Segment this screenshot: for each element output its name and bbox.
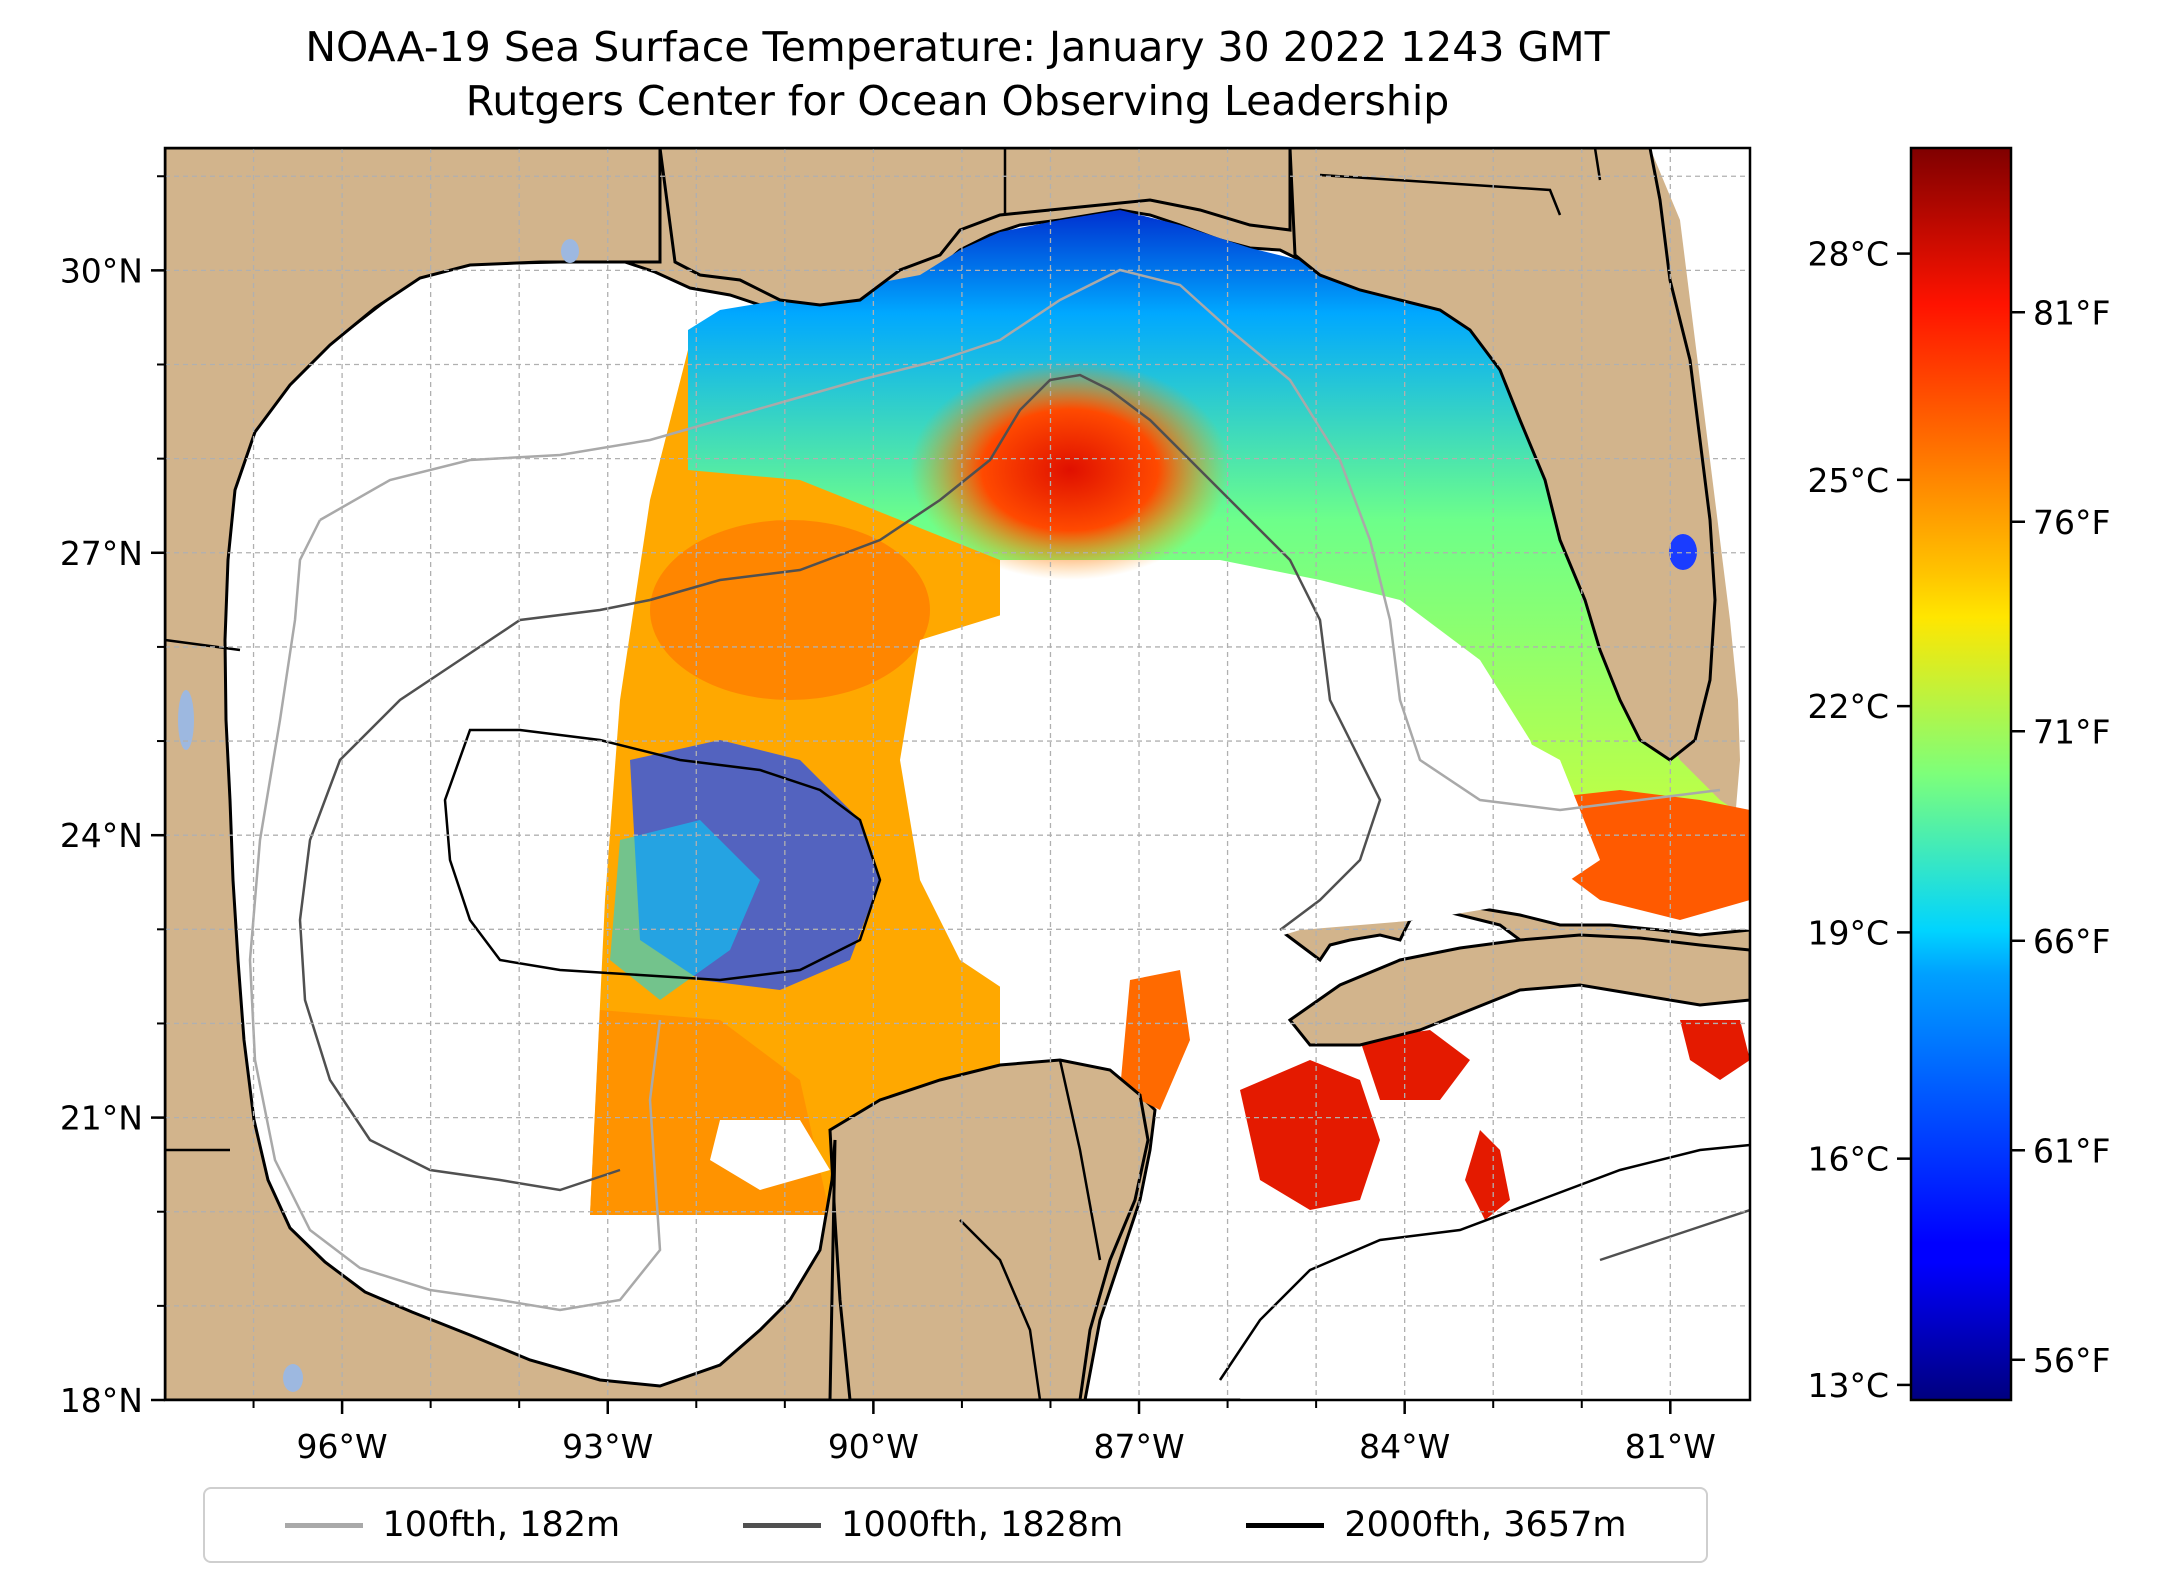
lat-tick-label: 30°N (60, 251, 143, 290)
sst-warm-eddy (910, 360, 1230, 580)
colorbar-celsius-axis: 13°C 16°C 19°C 22°C 25°C 28°C (1807, 235, 1911, 1405)
title-line-2: Rutgers Center for Ocean Observing Leade… (465, 77, 1450, 125)
cloud-mask-bay (710, 1120, 830, 1190)
land-florida (1288, 148, 1717, 762)
map-frame (163, 146, 1752, 1402)
legend-label-100fth: 100fth, 182m (382, 1505, 621, 1545)
inland-lake-florida (1669, 534, 1697, 570)
contour-1000fth-caribbean (1599, 1208, 1750, 1262)
lon-tick-label: 87°W (1093, 1427, 1184, 1466)
lon-tick-label: 90°W (828, 1427, 919, 1466)
colorbar-fahrenheit-axis: 56°F 61°F 66°F 71°F 76°F 81°F (2011, 293, 2110, 1380)
lon-tick-label: 81°W (1625, 1427, 1716, 1466)
lat-tick-label: 18°N (60, 1381, 143, 1420)
sst-caribbean-red-1 (1240, 1060, 1380, 1210)
longitude-labels: 96°W 93°W 90°W 87°W 84°W 81°W (297, 1427, 1716, 1466)
inland-lake-texas-2 (178, 690, 194, 750)
contour-2000fth-caribbean (1218, 1143, 1750, 1381)
fahrenheit-tick-label: 61°F (2033, 1131, 2110, 1170)
celsius-tick-label: 22°C (1807, 687, 1889, 726)
sst-caribbean-red-3 (1465, 1130, 1510, 1220)
contour-1000fth-west (298, 598, 651, 1192)
title-line-1: NOAA-19 Sea Surface Temperature: January… (305, 23, 1610, 71)
latitude-labels: 18°N 21°N 24°N 27°N 30°N (60, 251, 143, 1420)
figure-title: NOAA-19 Sea Surface Temperature: January… (165, 20, 1750, 128)
lon-tick-label: 93°W (562, 1427, 653, 1466)
fahrenheit-tick-label: 81°F (2033, 293, 2110, 332)
atlantic-water (1650, 148, 1750, 930)
celsius-tick-label: 25°C (1807, 461, 1889, 500)
contour-2000fth (443, 728, 882, 982)
lat-tick-label: 21°N (60, 1099, 143, 1138)
sst-caribbean-red-2 (1360, 1030, 1470, 1100)
lon-tick-label: 96°W (297, 1427, 388, 1466)
contour-100fth (319, 268, 1721, 812)
sst-yucatan-warm (1120, 970, 1190, 1110)
legend-swatch-100fth (284, 1522, 363, 1528)
contour-1000fth (649, 373, 1382, 931)
legend-swatch-1000fth (743, 1522, 822, 1528)
inland-lake-mexico (283, 1364, 303, 1392)
fahrenheit-tick-label: 66°F (2033, 922, 2110, 961)
legend-swatch-2000fth (1246, 1522, 1325, 1528)
lat-tick-label: 27°N (60, 534, 143, 573)
land-yucatan (828, 1058, 1150, 1400)
border-lines (165, 148, 1602, 1400)
legend-entry-1000fth: 1000fth, 1828m (743, 1505, 1123, 1545)
contour-legend: 100fth, 182m 1000fth, 1828m 2000fth, 365… (203, 1487, 1708, 1563)
legend-entry-2000fth: 2000fth, 3657m (1246, 1505, 1626, 1545)
cloud-mask-center (900, 600, 1600, 1000)
sst-warm-region-west (650, 520, 930, 700)
colorbar (1909, 146, 2013, 1402)
fahrenheit-tick-label: 56°F (2033, 1341, 2110, 1380)
celsius-tick-label: 16°C (1807, 1140, 1889, 1179)
inland-lake-texas-1 (561, 239, 579, 263)
legend-label-2000fth: 2000fth, 3657m (1344, 1505, 1627, 1545)
celsius-tick-label: 13°C (1807, 1366, 1889, 1405)
celsius-tick-label: 19°C (1807, 913, 1889, 952)
sst-swath-west-cyan (610, 820, 760, 1000)
lon-tick-label: 84°W (1359, 1427, 1450, 1466)
legend-label-1000fth: 1000fth, 1828m (841, 1505, 1124, 1545)
lat-tick-label: 24°N (60, 816, 143, 855)
map-area (165, 148, 1750, 1400)
land-louisiana (658, 148, 1292, 307)
legend-entry-100fth: 100fth, 182m (284, 1505, 621, 1545)
gridlines (165, 148, 1750, 1400)
sst-caribbean-red-4 (1680, 1020, 1750, 1080)
celsius-tick-label: 28°C (1807, 235, 1889, 274)
sst-shelf-band (688, 210, 1750, 900)
fahrenheit-tick-label: 76°F (2033, 503, 2110, 542)
fahrenheit-tick-label: 71°F (2033, 712, 2110, 751)
contour-100fth-west (248, 519, 662, 1312)
axis-ticks (151, 175, 1672, 1414)
